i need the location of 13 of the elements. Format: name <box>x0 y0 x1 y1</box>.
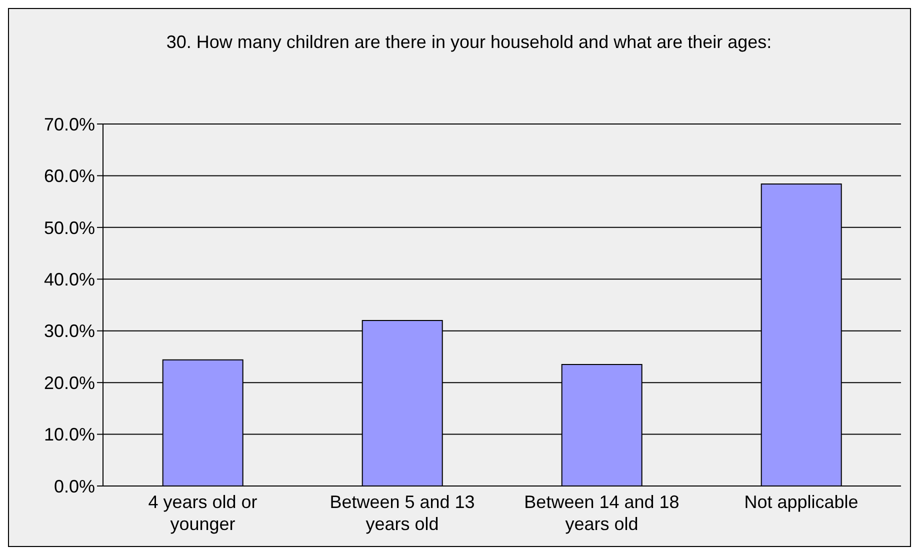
x-tick-label: Not applicable <box>744 492 858 512</box>
y-tick-label: 40.0% <box>44 270 95 290</box>
y-tick-label: 20.0% <box>44 372 95 393</box>
y-tick-label: 60.0% <box>44 166 95 186</box>
y-tick-label: 0.0% <box>54 476 95 496</box>
x-tick-label: 4 years old or younger <box>148 492 258 534</box>
y-tick-label: 30.0% <box>44 321 95 342</box>
x-tick-label: Between 14 and 18 years old <box>524 492 680 534</box>
y-tick-label: 70.0% <box>44 114 95 134</box>
y-tick-label: 50.0% <box>44 218 95 238</box>
y-tick-label: 10.0% <box>44 424 95 445</box>
chart-title: 30. How many children are there in your household and what are their ages: <box>165 31 773 53</box>
x-tick-label: Between 5 and 13 years old <box>330 492 475 534</box>
